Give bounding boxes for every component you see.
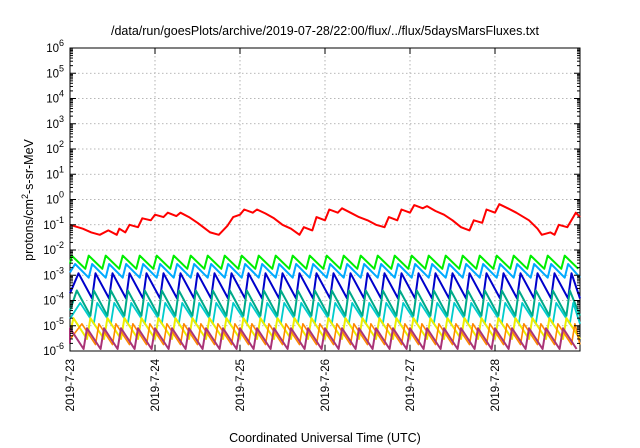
series-line-2 <box>69 254 579 270</box>
series-line-7 <box>69 317 581 340</box>
y-tick-label: 105 <box>46 63 64 80</box>
axis-ticks <box>69 47 580 352</box>
series-lines <box>69 203 581 350</box>
x-tick-label: 2019-7-24 <box>150 358 162 411</box>
x-tick-label: 2019-7-28 <box>490 359 502 411</box>
x-tick-labels: 2019-7-23 2019-7-24 2019-7-25 2019-7-26 2019… <box>65 358 502 411</box>
series-line-8 <box>69 323 581 346</box>
x-tick-label: 2019-7-23 <box>65 359 77 411</box>
grid-lines <box>70 48 580 351</box>
y-tick-label: 10-3 <box>43 265 64 282</box>
y-tick-label: 10-4 <box>43 291 64 308</box>
series-line-3 <box>69 263 581 279</box>
y-tick-label: 102 <box>46 139 64 156</box>
y-tick-label: 10-2 <box>43 240 64 257</box>
x-axis-label: Coordinated Universal Time (UTC) <box>229 431 421 445</box>
x-tick-label: 2019-7-26 <box>320 359 332 411</box>
chart-title: /data/run/goesPlots/archive/2019-07-28/2… <box>111 24 540 38</box>
y-tick-label: 101 <box>46 164 64 181</box>
y-tick-label: 100 <box>46 190 64 207</box>
x-tick-label: 2019-7-27 <box>405 359 417 411</box>
y-tick-label: 10-6 <box>43 341 64 358</box>
y-tick-labels: 10-6 10-5 10-4 10-3 10-2 10-1 100 101 102 103 104 1… <box>43 38 64 358</box>
y-tick-label: 10-1 <box>43 215 64 232</box>
series-line-5 <box>69 289 581 317</box>
y-tick-label: 10-5 <box>43 316 64 333</box>
y-tick-label: 106 <box>46 38 64 55</box>
y-axis-label: protons/cm2-s-sr-MeV <box>20 138 36 260</box>
series-line-9 <box>69 327 578 350</box>
y-tick-label: 104 <box>46 89 64 106</box>
x-tick-label: 2019-7-25 <box>235 359 247 411</box>
y-tick-label: 103 <box>46 114 64 131</box>
series-line-1 <box>69 203 581 236</box>
